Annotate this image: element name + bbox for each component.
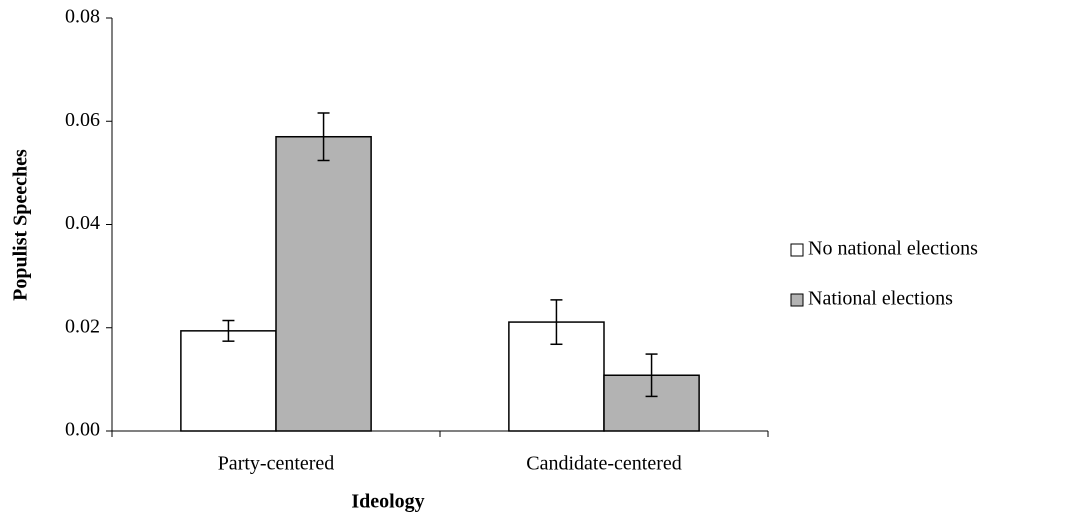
y-tick-label: 0.08 xyxy=(65,6,100,28)
x-axis-label: Ideology xyxy=(351,491,424,513)
legend-swatch xyxy=(790,243,804,257)
y-axis-label: Populist Speeches xyxy=(10,149,32,301)
y-tick-label: 0.06 xyxy=(65,109,100,131)
y-tick-label: 0.00 xyxy=(65,419,100,441)
bar xyxy=(508,321,605,432)
x-tick-label: Party-centered xyxy=(218,453,335,475)
x-tick-label: Candidate-centered xyxy=(526,453,681,475)
error-bar xyxy=(550,299,563,346)
error-bar xyxy=(222,319,235,342)
bar xyxy=(180,330,277,432)
legend-label: No national elections xyxy=(808,238,978,260)
error-bar xyxy=(645,353,658,398)
legend-label: National elections xyxy=(808,288,953,310)
y-tick-label: 0.04 xyxy=(65,212,100,234)
legend-swatch xyxy=(790,293,804,307)
error-bar xyxy=(317,112,330,162)
y-tick-label: 0.02 xyxy=(65,315,100,337)
bar xyxy=(275,135,372,432)
